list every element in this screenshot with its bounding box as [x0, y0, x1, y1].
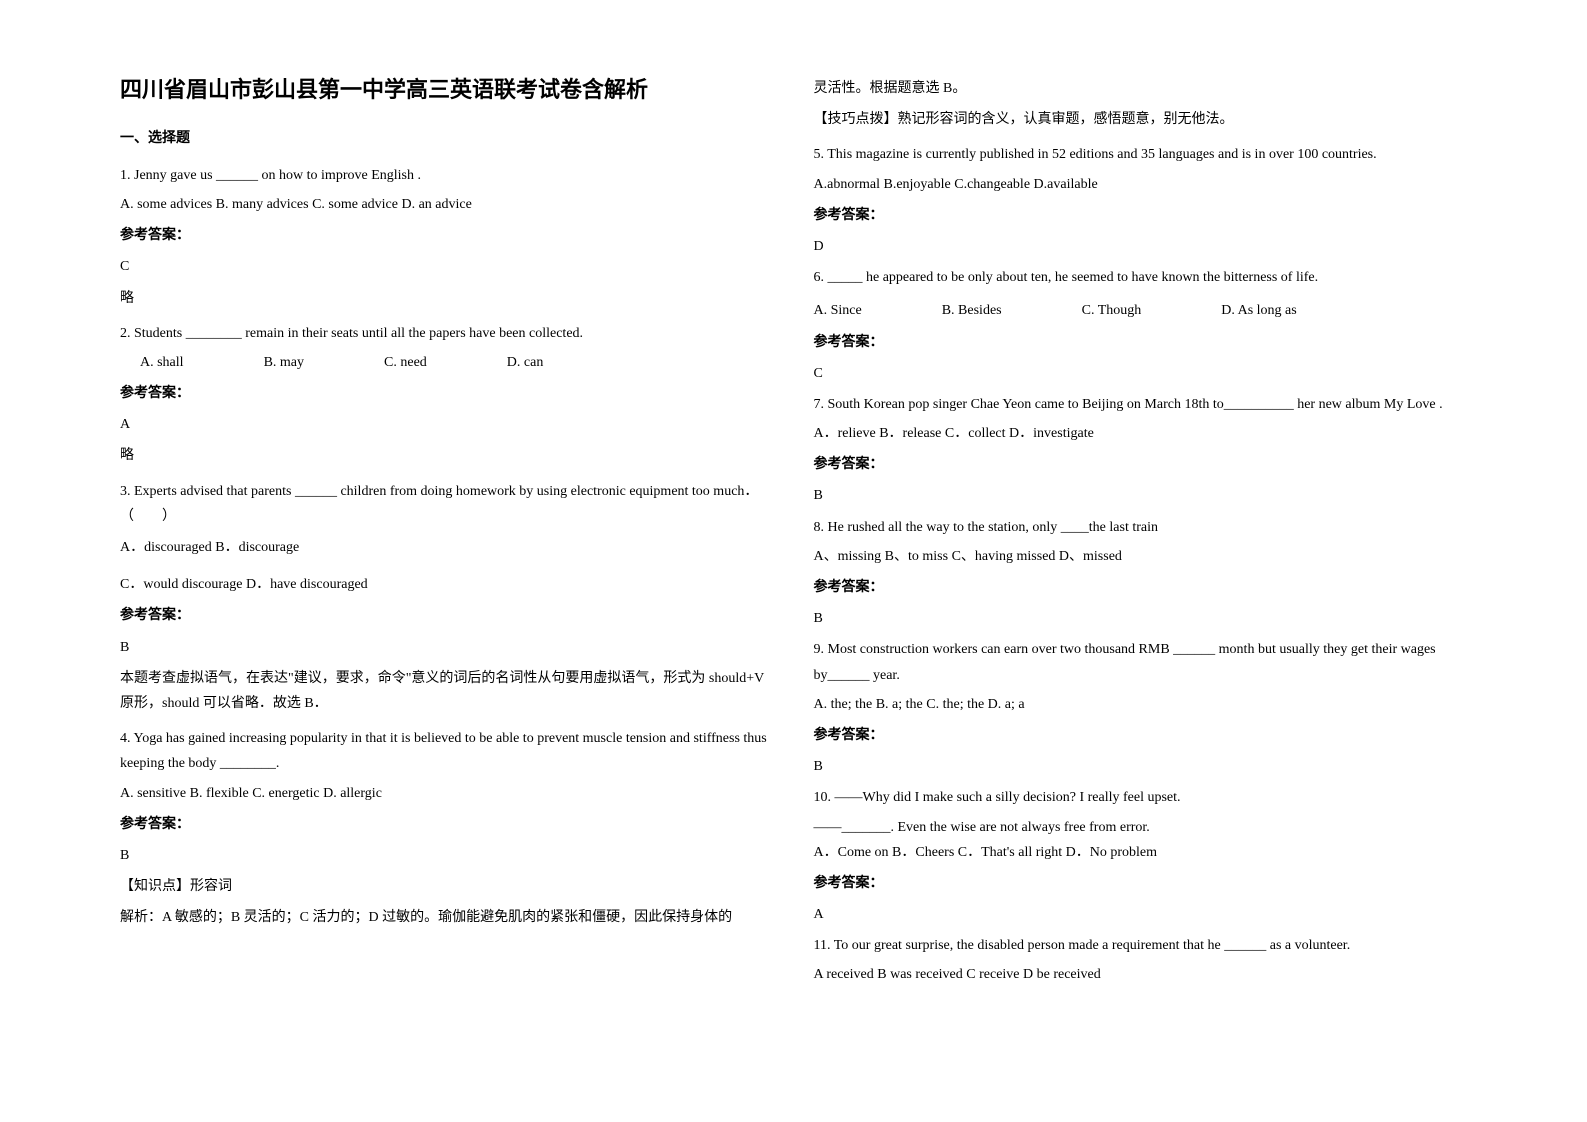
q3-answer: B — [120, 635, 774, 660]
q6-optB: B. Besides — [942, 298, 1002, 323]
q3-options-1: A．discouraged B．discourage — [120, 535, 774, 560]
q8-options: A、missing B、to miss C、having missed D、mi… — [814, 544, 1468, 569]
right-column: 灵活性。根据题意选 B。 【技巧点拨】熟记形容词的含义，认真审题，感悟题意，别无… — [794, 70, 1488, 1052]
q4-options: A. sensitive B. flexible C. energetic D.… — [120, 781, 774, 806]
q4-continuation-1: 灵活性。根据题意选 B。 — [814, 76, 1468, 101]
q1-answer: C — [120, 254, 774, 279]
q6-answer: C — [814, 361, 1468, 386]
q4-knowledge-point: 【知识点】形容词 — [120, 874, 774, 899]
q10-text-1: 10. ——Why did I make such a silly decisi… — [814, 785, 1468, 810]
q2-optB: B. may — [264, 350, 304, 375]
q8-text: 8. He rushed all the way to the station,… — [814, 515, 1468, 540]
q5-answer: D — [814, 234, 1468, 259]
q10-options: A．Come on B．Cheers C．That's all right D．… — [814, 840, 1468, 865]
q1-options: A. some advices B. many advices C. some … — [120, 192, 774, 217]
q2-answer-label: 参考答案： — [120, 381, 774, 406]
q1-text: 1. Jenny gave us ______ on how to improv… — [120, 163, 774, 188]
q7-options: A．relieve B．release C．collect D．investig… — [814, 421, 1468, 446]
q4-continuation-2: 【技巧点拨】熟记形容词的含义，认真审题，感悟题意，别无他法。 — [814, 107, 1468, 132]
q3-text: 3. Experts advised that parents ______ c… — [120, 479, 774, 529]
q11-options: A received B was received C receive D be… — [814, 962, 1468, 987]
q6-text: 6. _____ he appeared to be only about te… — [814, 265, 1468, 290]
q10-answer-label: 参考答案： — [814, 871, 1468, 896]
q4-answer-label: 参考答案： — [120, 812, 774, 837]
q2-optC: C. need — [384, 350, 427, 375]
q5-text: 5. This magazine is currently published … — [814, 142, 1468, 167]
q2-options: A. shall B. may C. need D. can — [120, 350, 774, 375]
q8-answer: B — [814, 606, 1468, 631]
q2-note: 略 — [120, 443, 774, 468]
q9-options: A. the; the B. a; the C. the; the D. a; … — [814, 692, 1468, 717]
section-heading: 一、选择题 — [120, 126, 774, 151]
q3-options-2: C．would discourage D．have discouraged — [120, 572, 774, 597]
q10-text-2: ——_______. Even the wise are not always … — [814, 815, 1468, 840]
q6-options: A. Since B. Besides C. Though D. As long… — [814, 298, 1468, 323]
q6-optA: A. Since — [814, 298, 862, 323]
q8-answer-label: 参考答案： — [814, 575, 1468, 600]
q9-answer-label: 参考答案： — [814, 723, 1468, 748]
q6-answer-label: 参考答案： — [814, 330, 1468, 355]
q2-optD: D. can — [507, 350, 544, 375]
q4-note: 解析：A 敏感的；B 灵活的；C 活力的；D 过敏的。瑜伽能避免肌肉的紧张和僵硬… — [120, 905, 774, 930]
left-column: 四川省眉山市彭山县第一中学高三英语联考试卷含解析 一、选择题 1. Jenny … — [100, 70, 794, 1052]
q7-answer-label: 参考答案： — [814, 452, 1468, 477]
q1-note: 略 — [120, 286, 774, 311]
q11-text: 11. To our great surprise, the disabled … — [814, 933, 1468, 958]
q1-answer-label: 参考答案： — [120, 223, 774, 248]
q3-note-1: 本题考查虚拟语气，在表达"建议，要求，命令"意义的词后的名词性从句要用虚拟语气，… — [120, 666, 774, 716]
q3-answer-label: 参考答案： — [120, 603, 774, 628]
q5-answer-label: 参考答案： — [814, 203, 1468, 228]
q9-answer: B — [814, 754, 1468, 779]
q10-answer: A — [814, 902, 1468, 927]
q6-optC: C. Though — [1082, 298, 1142, 323]
q9-text: 9. Most construction workers can earn ov… — [814, 637, 1468, 687]
q7-text: 7. South Korean pop singer Chae Yeon cam… — [814, 392, 1468, 417]
q2-answer: A — [120, 412, 774, 437]
q5-options: A.abnormal B.enjoyable C.changeable D.av… — [814, 172, 1468, 197]
q4-text: 4. Yoga has gained increasing popularity… — [120, 726, 774, 776]
q6-optD: D. As long as — [1221, 298, 1296, 323]
q2-text: 2. Students ________ remain in their sea… — [120, 321, 774, 346]
document-title: 四川省眉山市彭山县第一中学高三英语联考试卷含解析 — [120, 70, 774, 110]
q7-answer: B — [814, 483, 1468, 508]
q2-optA: A. shall — [140, 350, 184, 375]
q4-answer: B — [120, 843, 774, 868]
